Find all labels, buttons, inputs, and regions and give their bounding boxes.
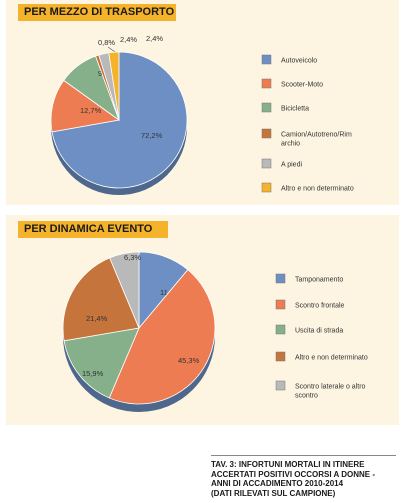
chart-panel-dynamics: PER DINAMICA EVENTO 11,1%Tamponamento45,…: [6, 215, 399, 425]
legend-swatch: [261, 78, 272, 89]
pie-slice: [62, 257, 140, 342]
caption-line: (DATI RILEVATI SUL CAMPIONE): [211, 488, 336, 498]
legend-swatch: [261, 54, 272, 65]
data-label: 45,3%: [178, 356, 200, 365]
data-label: 15,9%: [82, 369, 104, 378]
pie-slice: [108, 51, 120, 121]
chart-title: PER DINAMICA EVENTO: [18, 221, 168, 238]
legend-swatch: [261, 158, 272, 169]
data-label: 12,7%: [80, 106, 102, 115]
table-caption: TAV. 3: INFORTUNI MORTALI IN ITINERE ACC…: [211, 460, 401, 498]
caption-divider: [211, 455, 396, 456]
data-label: 2,4%: [146, 34, 163, 43]
pie-slice: [109, 251, 140, 329]
data-label: 72,2%: [141, 131, 163, 140]
legend-swatch: [275, 299, 286, 310]
pie-slice: [63, 327, 140, 399]
legend-label: Scooter-Moto: [281, 82, 323, 89]
caption-line: ANNI DI ACCADIMENTO 2010-2014: [211, 479, 344, 488]
chart-title: PER MEZZO DI TRASPORTO: [18, 4, 176, 21]
caption-line: ACCERTATI POSITIVI OCCORSI A DONNE -: [211, 469, 376, 479]
chart-panel-transport: PER MEZZO DI TRASPORTO 72,2% Autoveicolo 1…: [6, 0, 399, 205]
legend-label: Scontro laterale o altro scontro: [295, 384, 366, 400]
caption-line: TAV. 3: INFORTUNI MORTALI IN ITINERE: [211, 460, 365, 469]
pie-chart-transport: 72,2%Autoveicolo12,7%Scooter-Moto9,5%Bic…: [50, 34, 354, 195]
pie-slice: [108, 269, 216, 405]
data-label: 2,4%: [120, 35, 137, 44]
legend-label: Camion/Autotreno/Rim archio: [281, 132, 352, 148]
legend-label: A piedi: [281, 162, 302, 169]
legend-label: Tamponamento: [295, 277, 343, 284]
legend-swatch: [275, 324, 286, 335]
legend-label: Altro e non determinato: [281, 186, 354, 193]
legend-swatch: [275, 351, 286, 362]
legend-label: Bicicletta: [281, 106, 309, 113]
legend-label: Scontro frontale: [295, 303, 345, 310]
legend-label: Altro e non determinato: [295, 355, 368, 362]
data-label: 21,4%: [86, 314, 108, 323]
legend-swatch: [261, 102, 272, 113]
legend-label: Autoveicolo: [281, 58, 317, 65]
legend-label: Uscita di strada: [295, 328, 343, 335]
data-label: 0,8%: [98, 38, 115, 47]
legend-swatch: [261, 128, 272, 139]
legend-swatch: [261, 182, 272, 193]
legend-swatch: [275, 380, 286, 391]
legend-swatch: [275, 273, 286, 284]
data-label: 6,3%: [124, 253, 141, 262]
